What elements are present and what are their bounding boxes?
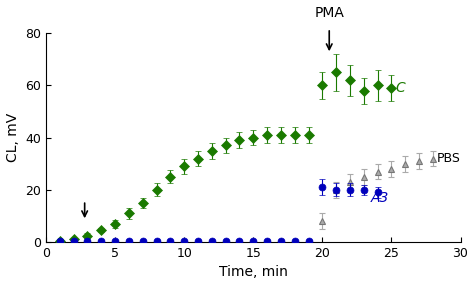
X-axis label: Time, min: Time, min [219, 265, 288, 280]
Text: PMA: PMA [314, 6, 344, 20]
Text: C: C [396, 81, 405, 95]
Y-axis label: CL, mV: CL, mV [6, 113, 19, 162]
Text: PBS: PBS [437, 152, 461, 165]
Text: A3: A3 [371, 191, 389, 205]
